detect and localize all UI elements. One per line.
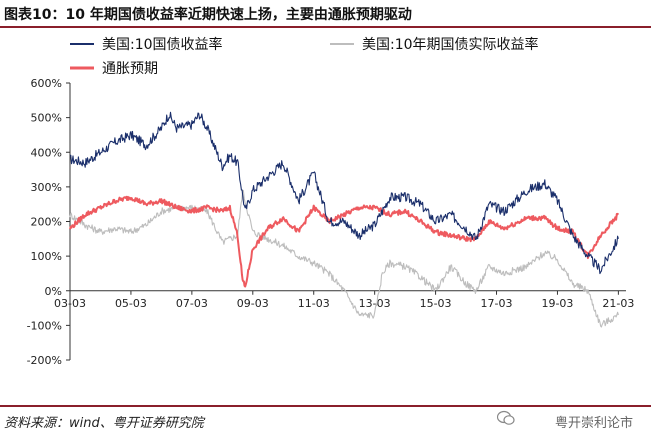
x-tick-label: 13-03 [359,297,391,310]
series-line-2 [69,195,620,288]
y-tick-label: 0% [45,285,62,298]
source-note: 资料来源：wind、粤开证券研究院 [4,416,204,431]
x-tick-label: 21-03 [602,297,634,310]
axis-layer: 600% 500% 400% 300% 200% 100% 0% -100% -200% 03-0… [27,77,635,367]
title-divider [0,26,651,28]
y-tick-label: -200% [27,354,62,367]
x-tick-label: 19-03 [541,297,573,310]
line-chart: 600% 500% 400% 300% 200% 100% 0% -100% -200% 03-0… [27,36,635,367]
x-tick-label: 05-03 [115,297,147,310]
legend-label-0: 美国:10国债收益率 [102,36,223,53]
wechat-icon [497,410,515,425]
x-tick-label: 17-03 [481,297,513,310]
legend-label-1: 美国:10年期国债实际收益率 [362,36,539,53]
series-line-1 [69,189,619,328]
y-tick-label: 500% [31,112,62,125]
x-tick-label: 03-03 [54,297,86,310]
x-tick-label: 07-03 [176,297,208,310]
watermark: 粤开崇利论市 [554,416,633,431]
y-tick-label: -100% [27,319,62,332]
x-tick-label: 09-03 [237,297,269,310]
series-line-0 [69,111,619,275]
legend-label-2: 通胀预期 [102,61,158,77]
y-tick-label: 200% [31,216,62,229]
y-tick-label: 300% [31,181,62,194]
x-tick-label: 11-03 [298,297,330,310]
figure-title: 图表10：10 年期国债收益率近期快速上扬，主要由通胀预期驱动 [4,7,412,23]
y-tick-label: 400% [31,146,62,159]
series-layer [69,111,620,328]
source-divider [0,405,651,407]
y-tick-label: 100% [31,250,62,263]
y-tick-label: 600% [31,77,62,90]
x-tick-label: 15-03 [420,297,452,310]
